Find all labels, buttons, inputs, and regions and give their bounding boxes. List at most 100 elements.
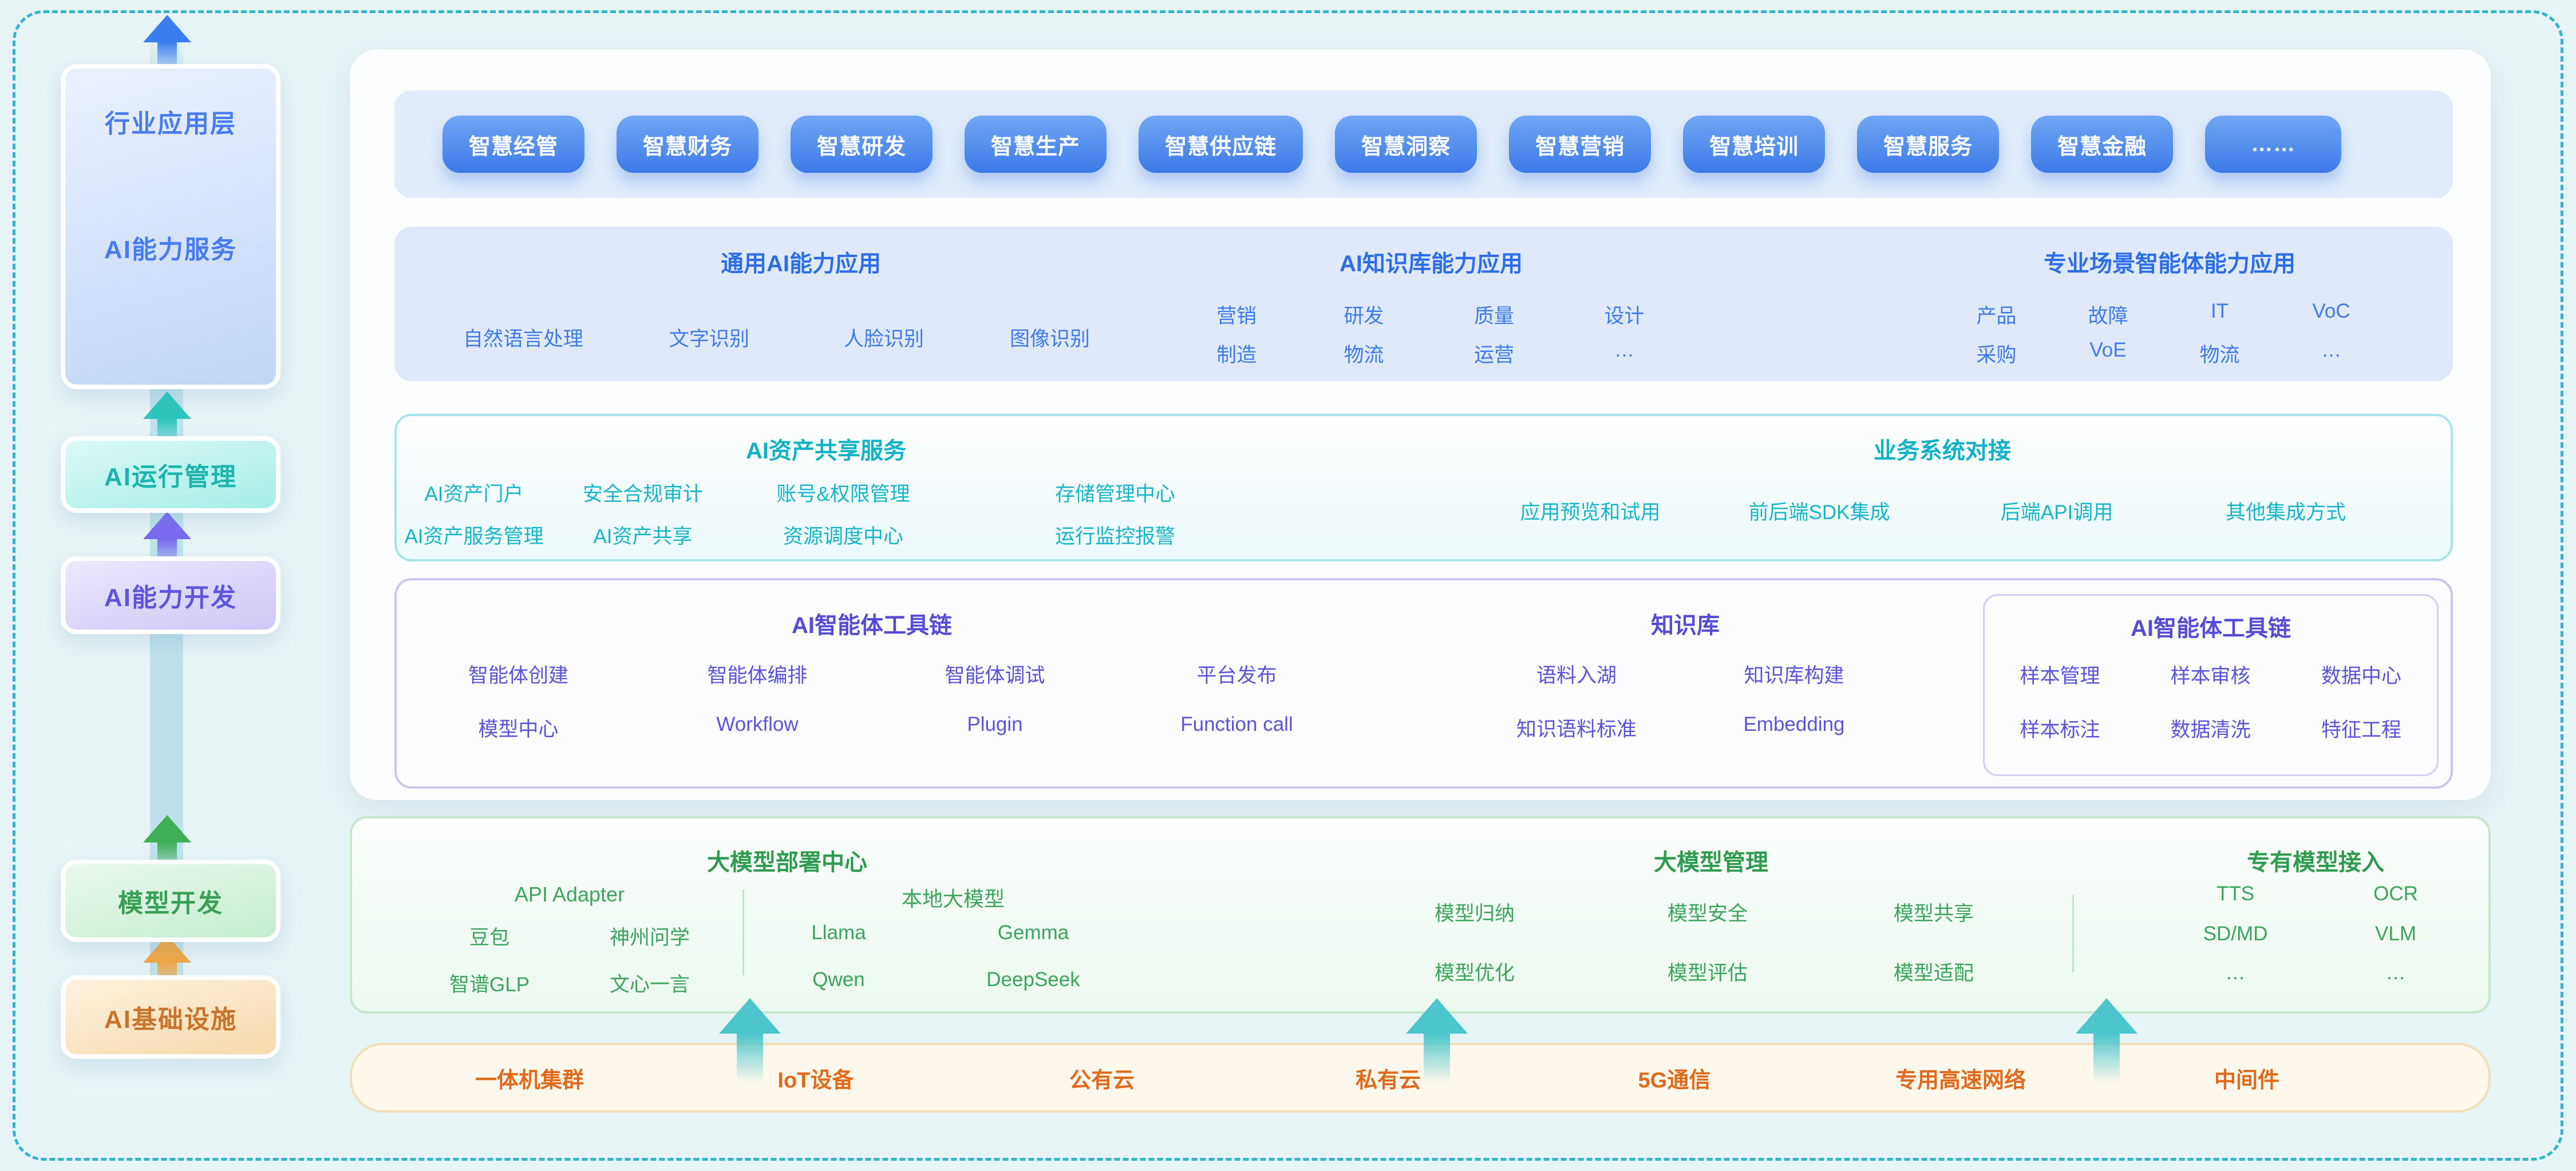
group-llm-deploy-center: 大模型部署中心 API Adapter 豆包 神州问学 智谱GLP 文心一言 本… bbox=[398, 818, 1176, 1013]
model-item: 模型优化 bbox=[1434, 962, 1515, 984]
runtime-item: 安全合规审计 bbox=[582, 483, 703, 505]
sidebar-layer-ai-operation: AI运行管理 bbox=[61, 436, 280, 513]
up-arrow-icon bbox=[143, 391, 191, 450]
capability-item: VoC bbox=[2312, 300, 2350, 322]
sidebar-label-model-development: 模型开发 bbox=[118, 889, 223, 917]
ai-runtime-panel: AI资产共享服务 AI资产门户 安全合规审计 账号&权限管理 存储管理中心 AI… bbox=[394, 414, 2453, 561]
runtime-item: 运行监控报警 bbox=[1054, 525, 1175, 548]
runtime-item: 账号&权限管理 bbox=[776, 483, 910, 505]
model-item: DeepSeek bbox=[986, 968, 1080, 991]
capability-item: 物流 bbox=[2199, 344, 2240, 366]
infra-item: 公有云 bbox=[1069, 1068, 1135, 1093]
infra-item: 专用高速网络 bbox=[1895, 1068, 2026, 1093]
dev-item: 语料入湖 bbox=[1536, 664, 1617, 687]
capability-item: 研发 bbox=[1344, 305, 1384, 327]
runtime-item: 后端API调用 bbox=[2000, 501, 2113, 524]
runtime-item: AI资产门户 bbox=[424, 483, 524, 505]
dev-item: 知识语料标准 bbox=[1516, 718, 1637, 741]
infra-item: 私有云 bbox=[1355, 1068, 1421, 1093]
infra-item: 一体机集群 bbox=[475, 1068, 584, 1093]
model-item: 豆包 bbox=[469, 927, 509, 949]
runtime-item: 其他集成方式 bbox=[2225, 501, 2346, 524]
capability-item: 物流 bbox=[1344, 344, 1384, 366]
capability-item: … bbox=[2321, 339, 2341, 361]
model-item: 模型归纳 bbox=[1434, 903, 1515, 925]
group-proprietary-models: 专有模型接入 TTS OCR SD/MD VLM … … bbox=[2155, 818, 2476, 1013]
dev-item: 知识库构建 bbox=[1744, 664, 1844, 687]
model-development-panel: 大模型部署中心 API Adapter 豆包 神州问学 智谱GLP 文心一言 本… bbox=[350, 816, 2491, 1014]
up-arrow-icon bbox=[2076, 998, 2138, 1083]
model-item: SD/MD bbox=[2203, 923, 2268, 945]
dev-item: 智能体创建 bbox=[468, 664, 568, 687]
group-title: AI智能体工具链 bbox=[2131, 616, 2291, 641]
group-business-integration: 业务系统对接 应用预览和试用 前后端SDK集成 后端API调用 其他集成方式 bbox=[1484, 416, 2400, 559]
app-pill: 智慧供应链 bbox=[1139, 116, 1303, 173]
group-scenario-agents: 专业场景智能体能力应用 产品 故障 IT VoC 采购 VoE 物流 … bbox=[1941, 227, 2399, 381]
capability-item: 自然语言处理 bbox=[463, 328, 583, 350]
up-arrow-icon bbox=[1406, 998, 1468, 1083]
capability-item: 文字识别 bbox=[669, 328, 749, 350]
app-pill: 智慧金融 bbox=[2031, 116, 2174, 173]
dev-item: 智能体调试 bbox=[945, 664, 1045, 687]
capability-item: … bbox=[1614, 339, 1634, 361]
model-item: 模型共享 bbox=[1893, 903, 1974, 925]
dev-item: 样本标注 bbox=[2020, 719, 2100, 741]
dashed-border bbox=[13, 10, 2563, 1161]
model-item: VLM bbox=[2375, 923, 2416, 945]
runtime-item: AI资产共享 bbox=[593, 525, 693, 548]
capability-item: VoE bbox=[2089, 339, 2127, 361]
dev-item: 样本审核 bbox=[2170, 665, 2251, 687]
dev-item: 模型中心 bbox=[478, 718, 559, 741]
industry-apps-panel: 智慧经管 智慧财务 智慧研发 智慧生产 智慧供应链 智慧洞察 智慧营销 智慧培训… bbox=[394, 90, 2453, 198]
capability-item: 人脸识别 bbox=[843, 328, 924, 350]
runtime-item: AI资产服务管理 bbox=[404, 525, 544, 548]
dev-item: 平台发布 bbox=[1196, 664, 1277, 687]
group-title: 通用AI能力应用 bbox=[721, 251, 881, 276]
app-pill: 智慧研发 bbox=[791, 116, 933, 173]
dev-item: 数据清洗 bbox=[2170, 719, 2251, 741]
capability-item: 运营 bbox=[1473, 344, 1514, 366]
ai-capability-panel: 通用AI能力应用 自然语言处理 文字识别 人脸识别 图像识别 AI知识库能力应用… bbox=[394, 227, 2453, 381]
app-pill: 智慧营销 bbox=[1509, 116, 1652, 173]
model-item: 神州问学 bbox=[609, 927, 690, 949]
infra-item: 中间件 bbox=[2214, 1068, 2279, 1093]
group-title: AI知识库能力应用 bbox=[1340, 251, 1523, 276]
model-item: 模型适配 bbox=[1893, 962, 1974, 984]
runtime-item: 应用预览和试用 bbox=[1520, 501, 1661, 524]
capability-item: 图像识别 bbox=[1009, 328, 1090, 350]
subgroup-title: API Adapter bbox=[514, 883, 625, 906]
dev-item: 特征工程 bbox=[2321, 719, 2401, 741]
app-pill: 智慧生产 bbox=[965, 116, 1107, 173]
runtime-item: 资源调度中心 bbox=[783, 525, 903, 548]
sidebar-layer-industry-application: 行业应用层 AI能力服务 bbox=[61, 64, 280, 389]
subgroup-title: 本地大模型 bbox=[901, 887, 1005, 911]
model-item: OCR bbox=[2373, 883, 2418, 905]
model-item: 智谱GLP bbox=[449, 974, 530, 996]
model-item: … bbox=[2225, 962, 2246, 984]
model-item: 模型安全 bbox=[1667, 903, 1748, 925]
group-title: AI资产共享服务 bbox=[746, 438, 906, 464]
group-general-ai: 通用AI能力应用 自然语言处理 文字识别 人脸识别 图像识别 bbox=[412, 227, 1190, 381]
model-item: … bbox=[2385, 962, 2406, 984]
model-item: Qwen bbox=[812, 968, 865, 991]
model-item: 模型评估 bbox=[1667, 962, 1748, 984]
divider bbox=[2072, 895, 2074, 972]
group-title: 大模型管理 bbox=[1654, 850, 1768, 875]
sidebar-label-ai-capability-service: AI能力服务 bbox=[104, 236, 237, 264]
sidebar-layer-ai-infrastructure: AI基础设施 bbox=[61, 975, 280, 1059]
group-knowledge-capability: AI知识库能力应用 营销 研发 质量 设计 制造 物流 运营 … bbox=[1174, 227, 1689, 381]
app-pill: 智慧服务 bbox=[1857, 116, 2000, 173]
capability-item: 产品 bbox=[1976, 305, 2017, 327]
capability-item: 故障 bbox=[2088, 305, 2128, 327]
dev-item: Embedding bbox=[1743, 713, 1845, 735]
group-title: 专有模型接入 bbox=[2247, 850, 2384, 875]
ai-development-panel: AI智能体工具链 智能体创建 智能体编排 智能体调试 平台发布 模型中心 Wor… bbox=[394, 578, 2453, 789]
sidebar-label-ai-operation: AI运行管理 bbox=[104, 463, 237, 491]
group-llm-management: 大模型管理 模型归纳 模型安全 模型共享 模型优化 模型评估 模型适配 bbox=[1353, 818, 2069, 1013]
app-pill: 智慧培训 bbox=[1683, 116, 1826, 173]
app-pill: 智慧财务 bbox=[617, 116, 759, 173]
model-item: Gemma bbox=[997, 921, 1069, 944]
sidebar-layer-ai-development: AI能力开发 bbox=[61, 556, 280, 634]
dev-item: 智能体编排 bbox=[707, 664, 808, 687]
